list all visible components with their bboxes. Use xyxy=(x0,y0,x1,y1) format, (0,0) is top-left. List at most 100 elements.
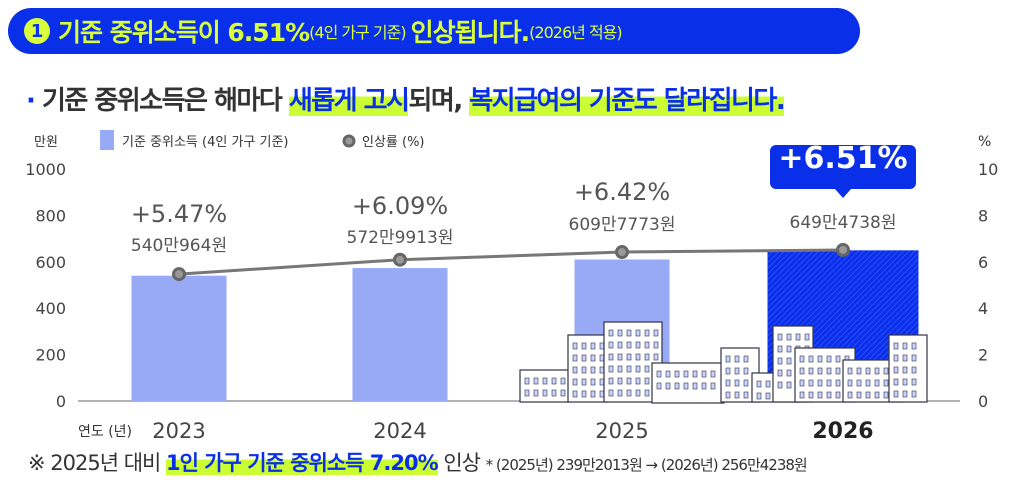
y-left-tick: 200 xyxy=(35,346,66,365)
legend-bar-swatch xyxy=(100,130,114,150)
window xyxy=(847,379,853,387)
window xyxy=(883,379,889,387)
window xyxy=(644,365,650,373)
value-label-2025: 609만7773원 xyxy=(569,215,676,235)
window xyxy=(524,377,530,385)
rate-point-2023 xyxy=(172,267,186,282)
window xyxy=(542,389,548,397)
window xyxy=(701,370,707,378)
window xyxy=(656,370,662,378)
legend-line-label: 인상률 (%) xyxy=(362,135,425,150)
window xyxy=(590,342,596,350)
window xyxy=(734,367,740,375)
x-axis-label: 연도 (년) xyxy=(78,424,132,440)
window xyxy=(911,390,917,398)
window xyxy=(856,379,862,387)
window xyxy=(710,382,716,390)
headline-banner: 1 기준 중위소득이 6.51% (4인 가구 기준) 인상됩니다. (2026… xyxy=(8,8,860,54)
y-left-tick: 1000 xyxy=(25,160,66,179)
subtitle-part2: 되며, xyxy=(408,86,463,116)
window xyxy=(826,367,832,375)
bullet: · xyxy=(26,86,36,116)
window xyxy=(777,345,783,353)
window xyxy=(902,354,908,362)
window xyxy=(902,390,908,398)
window xyxy=(626,341,632,349)
window xyxy=(799,367,805,375)
rate-label-2025: +6.42% xyxy=(574,178,670,206)
window xyxy=(902,366,908,374)
window xyxy=(765,380,771,388)
window xyxy=(560,389,566,397)
window xyxy=(653,329,659,337)
banner-main: 기준 중위소득이 6.51% xyxy=(58,18,310,47)
subtitle: · 기준 중위소득은 해마다 새롭게 고시되며, 복지급여의 기준도 달라집니다… xyxy=(26,80,786,117)
window xyxy=(701,382,707,390)
window xyxy=(835,379,841,387)
window xyxy=(626,353,632,361)
window xyxy=(902,342,908,350)
window xyxy=(856,391,862,399)
rate-point-2024 xyxy=(393,252,407,267)
window xyxy=(635,365,641,373)
window xyxy=(893,378,899,386)
window xyxy=(743,355,749,363)
window xyxy=(893,390,899,398)
legend-line-marker xyxy=(342,134,356,148)
window xyxy=(644,353,650,361)
window xyxy=(817,391,823,399)
window xyxy=(874,367,880,375)
window xyxy=(635,377,641,385)
window xyxy=(608,353,614,361)
window xyxy=(572,366,578,374)
window xyxy=(911,378,917,386)
y-left-tick: 0 xyxy=(56,392,66,411)
window xyxy=(865,391,871,399)
window xyxy=(756,392,762,400)
x-tick-2025: 2025 xyxy=(595,419,648,443)
window xyxy=(808,355,814,363)
subtitle-part1: 기준 중위소득은 해마다 xyxy=(41,86,283,116)
window xyxy=(847,391,853,399)
callout-pointer xyxy=(835,189,851,198)
window xyxy=(725,391,731,399)
y-right-tick: 2 xyxy=(978,346,988,365)
window xyxy=(560,377,566,385)
banner-note: (2026년 적용) xyxy=(529,23,622,42)
window xyxy=(883,367,889,375)
city-buildings-illustration xyxy=(519,321,928,404)
window xyxy=(874,391,880,399)
window xyxy=(826,379,832,387)
x-tick-2026: 2026 xyxy=(812,419,873,444)
window xyxy=(799,379,805,387)
window xyxy=(626,329,632,337)
rate-label-2024: +6.09% xyxy=(352,192,448,220)
window xyxy=(590,366,596,374)
window xyxy=(826,391,832,399)
x-tick-2024: 2024 xyxy=(373,419,426,443)
window xyxy=(765,392,771,400)
rate-label-2023: +5.47% xyxy=(131,200,227,228)
window xyxy=(835,391,841,399)
y-left-tick: 800 xyxy=(35,206,66,225)
window xyxy=(551,389,557,397)
window xyxy=(874,379,880,387)
window xyxy=(626,365,632,373)
window xyxy=(865,367,871,375)
window xyxy=(692,382,698,390)
window xyxy=(608,329,614,337)
window xyxy=(743,367,749,375)
window xyxy=(617,377,623,385)
footer-mark: ※ 2025년 대비 xyxy=(28,451,161,475)
window xyxy=(665,370,671,378)
rate-point-2026 xyxy=(836,242,850,257)
window xyxy=(524,389,530,397)
window xyxy=(590,390,596,398)
window xyxy=(590,378,596,386)
window xyxy=(734,379,740,387)
y-right-label: % xyxy=(978,134,991,150)
window xyxy=(653,353,659,361)
y-right-tick: 10 xyxy=(978,160,998,179)
window xyxy=(777,357,783,365)
window xyxy=(572,378,578,386)
